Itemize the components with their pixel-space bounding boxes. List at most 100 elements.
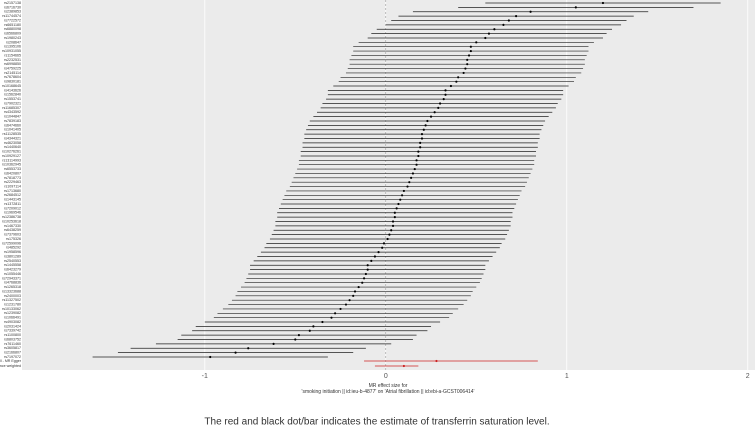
row-label: rs10929127 bbox=[2, 154, 21, 158]
estimate-dot bbox=[455, 80, 458, 83]
estimate-dot bbox=[209, 355, 212, 359]
estimate-dot bbox=[393, 216, 396, 219]
row-label: rs1372811 bbox=[4, 202, 21, 206]
row-label: rs7379603 bbox=[4, 233, 21, 237]
estimate-dot bbox=[487, 32, 491, 35]
row-label: All - Inverse variance weighted bbox=[0, 364, 21, 368]
row-label: rs1239082 bbox=[4, 311, 21, 315]
estimate-dot bbox=[466, 63, 469, 66]
estimate-dot bbox=[420, 133, 424, 136]
row-label: rs6474660 bbox=[4, 123, 21, 127]
row-label: rs2031424 bbox=[4, 324, 21, 328]
row-label: rs4768836 bbox=[4, 281, 21, 285]
row-label: rs72599096 bbox=[2, 241, 21, 245]
row-label: rs1553741 bbox=[4, 97, 21, 101]
row-label: rs1231780 bbox=[4, 303, 21, 307]
row-label: rs7209012 bbox=[4, 206, 21, 210]
estimate-dot bbox=[361, 281, 364, 284]
caption: The red and black dot/bar indicates the … bbox=[204, 417, 549, 428]
estimate-dot bbox=[574, 6, 577, 9]
estimate-dot bbox=[391, 220, 395, 223]
row-label: rs1440640 bbox=[4, 145, 21, 149]
estimate-dot bbox=[410, 176, 413, 179]
estimate-dot bbox=[601, 1, 605, 5]
row-label: rs1154665 bbox=[4, 53, 21, 57]
row-label: rs6716730 bbox=[4, 5, 21, 9]
row-label: rs13114993 bbox=[2, 158, 21, 162]
row-label: rs4759225 bbox=[4, 67, 21, 71]
row-label: All - MR Egger bbox=[0, 359, 22, 363]
estimate-dot bbox=[366, 268, 369, 271]
estimate-dot bbox=[464, 67, 467, 70]
row-label: rs6423279 bbox=[4, 268, 21, 272]
estimate-dot bbox=[390, 229, 393, 232]
row-label: rs7818773 bbox=[4, 176, 21, 180]
row-label: rs1445558 bbox=[4, 263, 21, 267]
x-axis-title: MR effect size for'smoking initiation ||… bbox=[302, 383, 475, 395]
estimate-dot bbox=[381, 246, 384, 249]
row-label: rs1467330 bbox=[4, 224, 21, 228]
estimate-dot bbox=[334, 312, 337, 315]
row-label: rs1395106 bbox=[4, 45, 21, 49]
estimate-dot bbox=[417, 154, 420, 158]
estimate-dot bbox=[247, 347, 250, 350]
row-label: rs7839183 bbox=[4, 119, 21, 123]
estimate-dot bbox=[234, 351, 237, 354]
row-label: rs1713680 bbox=[4, 189, 21, 193]
row-label: rs10362945 bbox=[2, 163, 21, 167]
row-label: rs4143626 bbox=[4, 88, 21, 92]
row-label: rs12386738 bbox=[2, 215, 21, 219]
estimate-dot bbox=[462, 71, 465, 75]
estimate-dot bbox=[484, 36, 487, 40]
estimate-dot bbox=[297, 334, 301, 337]
estimate-dot bbox=[393, 211, 396, 214]
x-tick-label: 2 bbox=[746, 373, 750, 380]
estimate-dot bbox=[469, 49, 472, 53]
estimate-dot bbox=[377, 251, 380, 254]
row-label: rs9830181 bbox=[4, 80, 21, 84]
row-label: rs10253618 bbox=[2, 219, 21, 223]
row-label: rs11744574 bbox=[2, 14, 21, 18]
row-label: rs175326 bbox=[6, 237, 21, 241]
estimate-dot bbox=[386, 237, 389, 241]
estimate-dot bbox=[438, 102, 442, 105]
estimate-dot bbox=[294, 338, 297, 341]
estimate-dot bbox=[370, 259, 373, 262]
row-label: rs10168645 bbox=[2, 84, 21, 88]
estimate-dot bbox=[357, 285, 360, 289]
estimate-dot bbox=[344, 303, 348, 306]
row-label: rs485292 bbox=[6, 246, 21, 250]
plot-panel bbox=[22, 0, 755, 370]
estimate-dot bbox=[321, 320, 324, 324]
estimate-dot bbox=[424, 124, 427, 127]
row-label: rs3801289 bbox=[4, 254, 21, 258]
estimate-dot bbox=[348, 299, 351, 302]
estimate-dot bbox=[330, 316, 333, 319]
row-label: rs1980243 bbox=[4, 36, 21, 40]
estimate-dot bbox=[397, 202, 400, 206]
row-label: rs7339742 bbox=[4, 329, 21, 333]
row-label: rs2389853 bbox=[4, 10, 21, 14]
row-label: rs13323688 bbox=[2, 289, 21, 293]
estimate-dot bbox=[400, 194, 404, 197]
row-label: rs6998850 bbox=[4, 62, 21, 66]
estimate-dot bbox=[415, 163, 418, 166]
estimate-dot bbox=[502, 23, 505, 26]
row-label: rs10931055 bbox=[2, 49, 21, 53]
row-label: rs1097114 bbox=[4, 185, 21, 189]
row-label: rs4343592 bbox=[4, 110, 21, 114]
estimate-dot bbox=[466, 58, 469, 61]
estimate-dot bbox=[408, 181, 411, 184]
row-label: rs10133062 bbox=[2, 307, 21, 311]
row-label: rs1044847 bbox=[4, 115, 21, 119]
row-label: rs7722572 bbox=[4, 18, 21, 22]
row-label: rs4903082 bbox=[4, 320, 21, 324]
estimate-dot bbox=[415, 159, 418, 162]
estimate-dot bbox=[352, 294, 355, 297]
estimate-dot bbox=[457, 76, 460, 79]
estimate-dot bbox=[467, 54, 471, 57]
estimate-dot bbox=[272, 342, 275, 345]
estimate-dot bbox=[388, 233, 391, 236]
